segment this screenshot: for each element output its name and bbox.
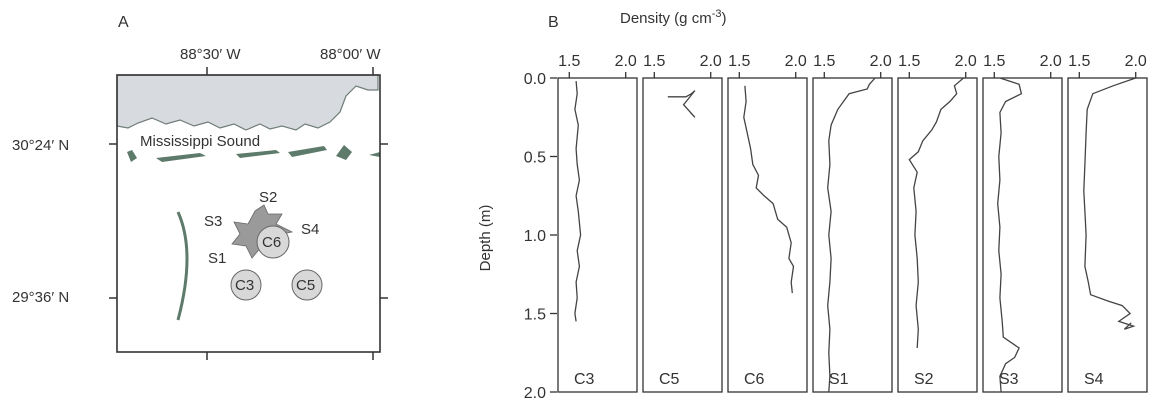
profile-panels: 1.5 2.0 C3 1.5 2.0 C5 1.5 2.0 C6 1.5 2.0 S1 1.5 2.0 S2… [557,53,1148,393]
barrier-island [156,153,206,162]
x-tick-label: 2.0 [1040,53,1062,70]
circle-marker-c3 [230,269,262,301]
x-tick-label: 2.0 [955,53,977,70]
y-axis-title: Depth (m) [477,205,494,272]
density-line-s1 [827,77,876,393]
core-label-c3: C3 [574,371,595,388]
x-tick-label: 1.5 [1068,53,1090,70]
profile-frame [727,77,808,393]
circle-marker-c5 [291,269,323,301]
x-tick-label: 1.5 [728,53,750,70]
y-tick-label: 0.0 [524,71,546,88]
x-tick-label: 1.5 [898,53,920,70]
profile-frame [897,77,978,393]
site-label-s4: S4 [301,221,319,238]
barrier-island [288,146,327,157]
profile-panel-c5: 1.5 2.0 C5 [642,53,723,393]
y-tick-label: 2.0 [524,385,546,401]
barrier-island [236,150,280,158]
lon-label-east: 88°00′ W [320,46,381,63]
x-tick-label: 2.0 [1125,53,1147,70]
site-label-s1: S1 [208,250,226,267]
x-tick-label: 1.5 [983,53,1005,70]
map-frame [116,74,381,353]
x-tick-label: 2.0 [870,53,892,70]
circle-marker-c6 [256,225,290,259]
panel-b-letter: B [548,14,559,31]
x-axis-title: Density (g cm-3) [620,8,726,27]
barrier-island [127,150,137,162]
x-tick-label: 2.0 [615,53,637,70]
site-label-s2: S2 [259,189,277,206]
profile-panel-s1: 1.5 2.0 S1 [812,53,893,393]
density-line-s2 [908,77,964,349]
profile-panel-c6: 1.5 2.0 C6 [727,53,808,393]
site-label-c3: C3 [235,277,254,294]
profile-panel-s4: 1.5 2.0 S4 [1067,53,1148,393]
profile-frame [812,77,893,393]
core-label-c5: C5 [659,371,680,388]
y-axis: 0.0 0.5 1.0 1.5 2.0 [524,71,557,401]
profile-panel-s3: 1.5 2.0 S3 [982,53,1063,393]
y-tick-label: 1.0 [524,228,546,245]
core-label-s3: S3 [999,371,1019,388]
x-tick-label: 2.0 [785,53,807,70]
profile-frame [1067,77,1148,393]
x-tick-label: 1.5 [813,53,835,70]
lat-label-north: 30°24′ N [12,137,69,154]
barrier-island [369,152,380,157]
density-line-c3 [574,81,582,322]
density-line-c6 [743,85,795,294]
core-label-c6: C6 [744,371,765,388]
sound-label: Mississippi Sound [140,133,260,150]
x-tick-label: 1.5 [643,53,665,70]
profile-panel-s2: 1.5 2.0 S2 [897,53,978,393]
barrier-island [336,145,352,160]
density-line-s3 [997,77,1023,393]
map-panel: Mississippi Sound S2 S3 S4 S1 C6 C3 C5 [109,67,388,360]
site-label-c6: C6 [262,234,281,251]
mainland-coast [116,74,379,131]
site-label-c5: C5 [296,277,315,294]
profile-frame [557,77,638,393]
y-tick-label: 1.5 [524,307,546,324]
density-line-s4 [1083,77,1136,330]
panel-a-letter: A [118,14,129,31]
chandeleur-islands [176,211,189,321]
lat-label-south: 29°36′ N [12,289,69,306]
site-label-s3: S3 [204,213,222,230]
core-label-s2: S2 [914,371,934,388]
profile-frame [982,77,1063,393]
lon-label-west: 88°30′ W [180,46,241,63]
profile-frame [642,77,723,393]
x-tick-label: 2.0 [700,53,722,70]
profile-panel-c3: 1.5 2.0 C3 [557,53,638,393]
y-tick-label: 0.5 [524,150,546,167]
core-label-s4: S4 [1084,371,1104,388]
core-label-s1: S1 [829,371,849,388]
density-line-c5 [667,90,696,118]
x-tick-label: 1.5 [558,53,580,70]
